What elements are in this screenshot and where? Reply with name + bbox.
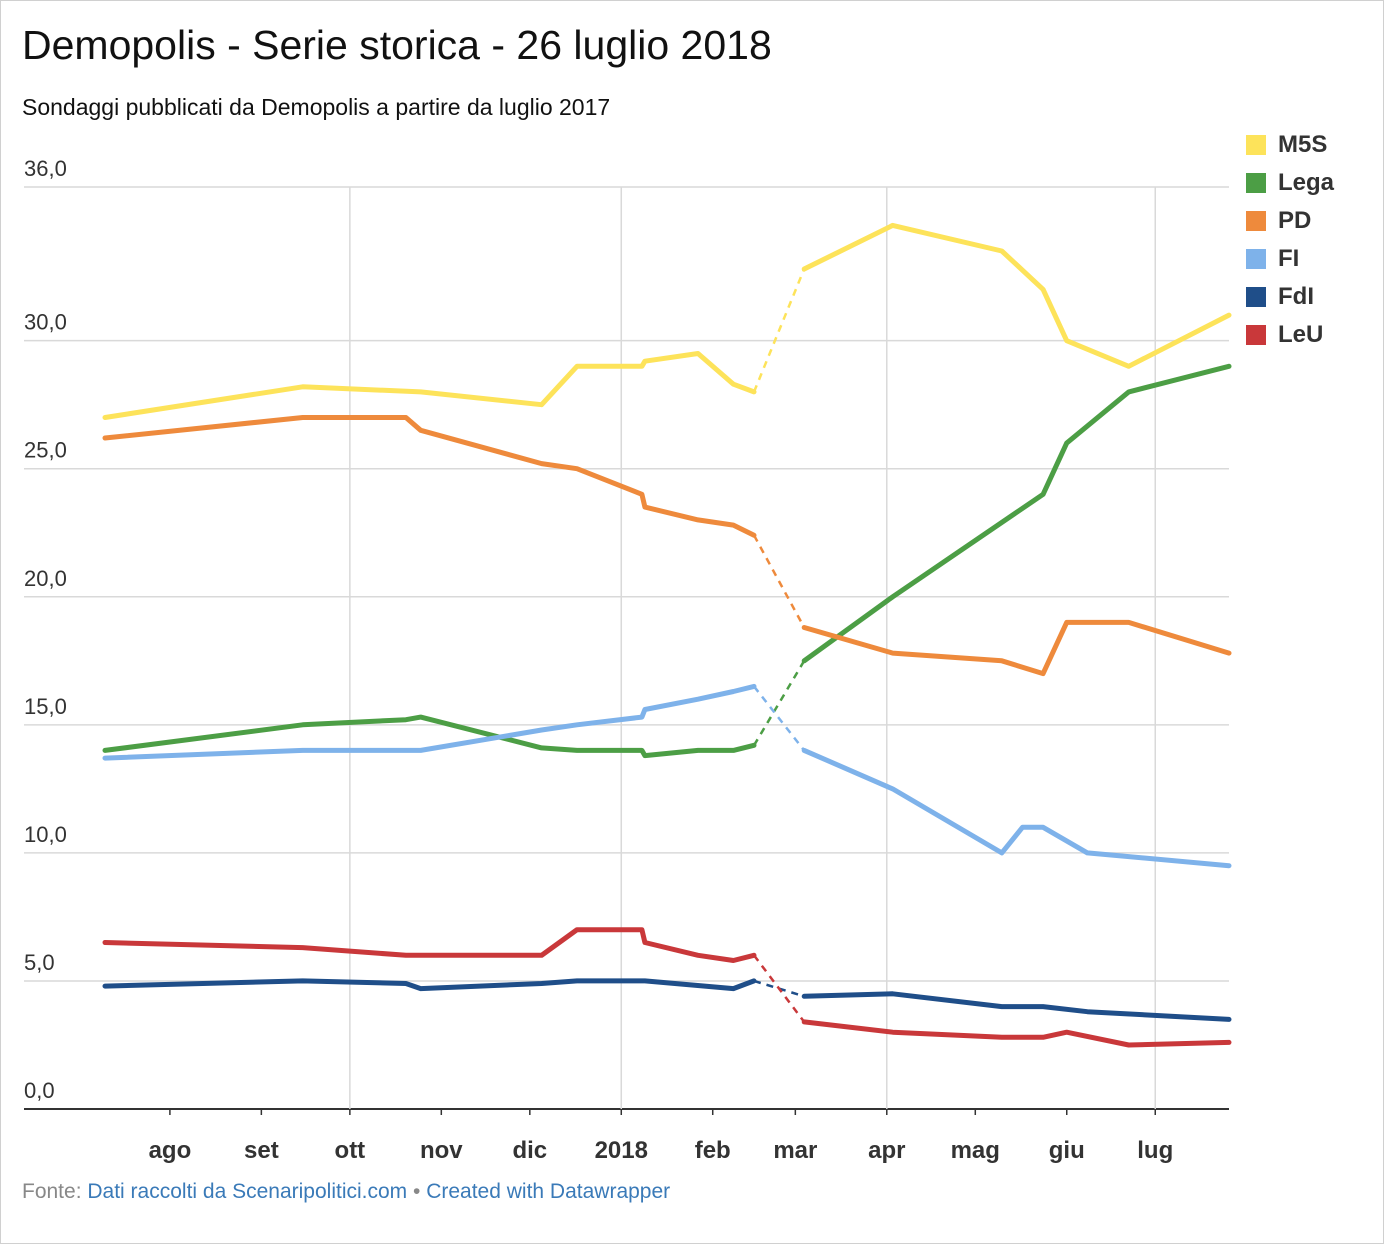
legend-label: PD	[1278, 207, 1312, 234]
y-gridlines	[24, 186, 1229, 1110]
series-dashed-m5s	[752, 268, 806, 393]
legend-label: FI	[1278, 245, 1300, 272]
x-tick-label: nov	[420, 1137, 463, 1164]
x-axis-labels: ago set ott nov dic 2018 feb mar apr mag giu lug	[149, 1109, 1173, 1164]
legend-item-leu: LeU	[1246, 316, 1334, 354]
legend-swatch	[1246, 135, 1266, 155]
y-tick-label: 36,0	[24, 156, 67, 181]
series-line-fi	[102, 683, 757, 761]
legend-swatch	[1246, 325, 1266, 345]
x-tick-label: lug	[1137, 1137, 1173, 1164]
legend-label: LeU	[1278, 321, 1324, 348]
x-tick-label: ott	[335, 1137, 366, 1164]
series-dashed-pd	[752, 534, 806, 629]
series-dashed-fi	[753, 685, 806, 752]
legend-label: M5S	[1278, 131, 1328, 158]
y-tick-label: 5,0	[24, 950, 55, 975]
series-fdi	[102, 978, 1232, 1022]
series-lega	[102, 363, 1232, 759]
x-gridlines	[349, 187, 1156, 1109]
series-line-leu	[102, 927, 757, 963]
legend-swatch	[1246, 173, 1266, 193]
x-tick-label: apr	[868, 1137, 905, 1164]
chart-title: Demopolis - Serie storica - 26 luglio 20…	[22, 22, 772, 68]
series-line-lega	[102, 714, 757, 759]
y-tick-label: 30,0	[24, 310, 67, 335]
series-line-pd	[801, 619, 1232, 677]
y-tick-label: 20,0	[24, 566, 67, 591]
source-link[interactable]: Dati raccolti da Scenaripolitici.com	[87, 1180, 408, 1203]
series-leu	[102, 927, 1232, 1048]
series-line-leu	[801, 1019, 1232, 1048]
legend-swatch	[1246, 211, 1266, 231]
x-tick-label: mag	[951, 1137, 1000, 1164]
y-tick-label: 10,0	[24, 822, 67, 847]
x-tick-label: feb	[695, 1137, 731, 1164]
footer-prefix: Fonte:	[22, 1180, 88, 1203]
y-tick-label: 15,0	[24, 694, 67, 719]
legend-item-m5s: M5S	[1246, 126, 1334, 164]
legend-item-lega: Lega	[1246, 164, 1334, 202]
series-line-pd	[102, 415, 757, 538]
y-axis-labels: 0,0 5,0 10,0 15,0 20,0 25,0 30,0 36,0	[24, 156, 67, 1103]
series-m5s	[102, 222, 1232, 420]
legend-swatch	[1246, 287, 1266, 307]
series-fi	[102, 683, 1232, 869]
series-lines	[102, 222, 1232, 1048]
legend: M5S Lega PD FI FdI LeU	[1246, 126, 1334, 354]
legend-label: Lega	[1278, 169, 1335, 196]
footer: Fonte: Dati raccolti da Scenaripolitici.…	[22, 1180, 670, 1204]
series-line-fi	[801, 747, 1232, 869]
series-line-fdi	[801, 991, 1232, 1022]
footer-separator: •	[407, 1180, 427, 1203]
legend-item-fi: FI	[1246, 240, 1334, 278]
legend-swatch	[1246, 249, 1266, 269]
x-tick-label: dic	[512, 1137, 547, 1164]
legend-item-pd: PD	[1246, 202, 1334, 240]
series-line-m5s	[801, 222, 1232, 369]
y-tick-label: 25,0	[24, 438, 67, 463]
series-dashed-lega	[752, 660, 806, 746]
x-tick-label: set	[244, 1137, 279, 1164]
x-tick-label: mar	[773, 1137, 817, 1164]
series-line-m5s	[102, 351, 757, 420]
chart-subtitle: Sondaggi pubblicati da Demopolis a parti…	[22, 94, 611, 120]
x-tick-label: ago	[149, 1137, 192, 1164]
legend-item-fdi: FdI	[1246, 278, 1334, 316]
y-tick-label: 0,0	[24, 1078, 55, 1103]
series-pd	[102, 415, 1232, 677]
x-tick-label: giu	[1049, 1137, 1085, 1164]
series-line-fdi	[102, 978, 757, 992]
legend-label: FdI	[1278, 283, 1314, 310]
x-tick-label: 2018	[595, 1137, 648, 1164]
credit-link[interactable]: Created with Datawrapper	[426, 1180, 671, 1203]
series-line-lega	[801, 363, 1232, 664]
series-dashed-leu	[753, 954, 806, 1023]
